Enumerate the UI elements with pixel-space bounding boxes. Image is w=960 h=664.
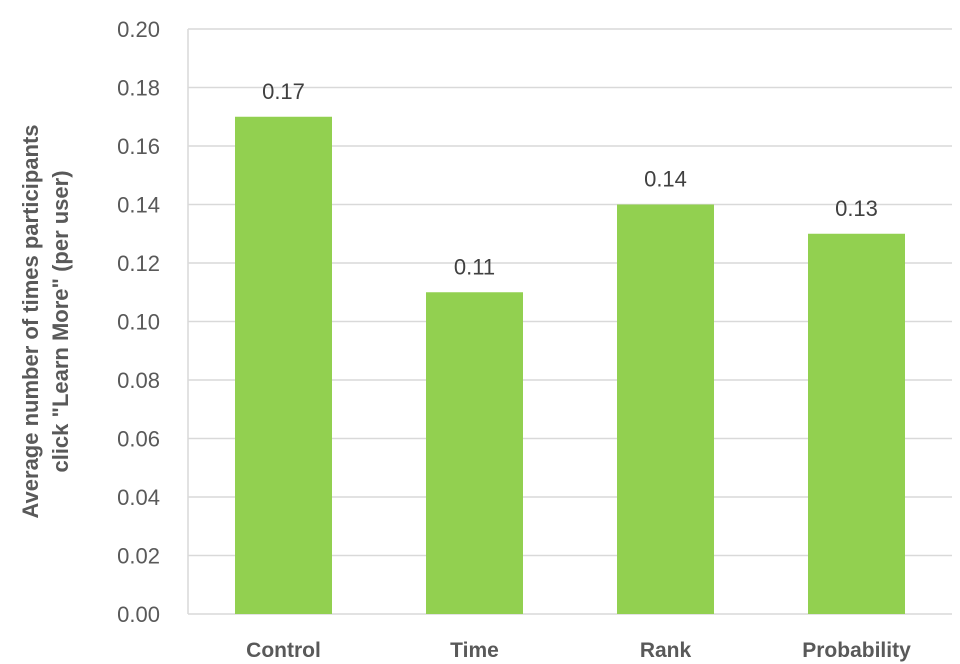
y-tick-label: 0.18 [117, 76, 160, 101]
y-axis-title-line: click "Learn More" (per user) [48, 170, 73, 472]
data-label: 0.17 [262, 79, 305, 104]
y-tick-label: 0.00 [117, 602, 160, 627]
bars [235, 116, 905, 614]
y-tick-label: 0.20 [117, 17, 160, 42]
y-tick-label: 0.12 [117, 251, 160, 276]
y-tick-label: 0.04 [117, 485, 160, 510]
y-tick-label: 0.08 [117, 368, 160, 393]
x-axis-categories: Control Time Rank Probability [246, 639, 911, 662]
data-label: 0.14 [644, 167, 687, 192]
y-axis-title: Average number of times participants clic… [18, 124, 73, 518]
bar-time [426, 292, 523, 614]
category-label: Rank [640, 639, 692, 662]
category-label: Time [450, 639, 499, 662]
y-tick-label: 0.16 [117, 134, 160, 159]
y-tick-label: 0.06 [117, 427, 160, 452]
y-axis-ticks: 0.00 0.02 0.04 0.06 0.08 0.10 0.12 0.14 0.16 0.18… [117, 17, 160, 627]
category-label: Probability [802, 639, 911, 662]
bar-probability [808, 233, 905, 614]
y-tick-label: 0.14 [117, 193, 160, 218]
bar-control [235, 116, 332, 614]
bar-rank [617, 204, 714, 614]
y-tick-label: 0.02 [117, 544, 160, 569]
data-label: 0.11 [454, 254, 495, 279]
y-tick-label: 0.10 [117, 310, 160, 335]
data-labels: 0.17 0.11 0.14 0.13 [262, 79, 878, 280]
data-label: 0.13 [835, 196, 878, 221]
category-label: Control [246, 639, 321, 662]
y-axis-title-line: Average number of times participants [18, 124, 43, 518]
